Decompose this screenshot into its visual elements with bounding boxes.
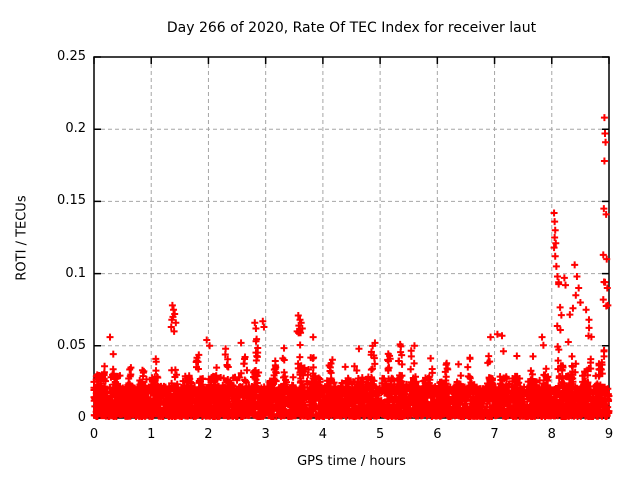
y-tick-label: 0.1: [65, 265, 86, 281]
y-tick-label: 0.05: [57, 337, 86, 353]
x-tick-label: 6: [433, 427, 442, 442]
y-tick-label: 0.2: [65, 121, 86, 137]
x-tick-label: 7: [490, 427, 499, 442]
x-tick-label: 2: [204, 427, 213, 442]
x-tick-label: 3: [261, 427, 270, 442]
x-tick-label: 9: [604, 427, 614, 442]
y-tick-label: 0: [77, 410, 86, 425]
x-tick-label: 8: [547, 427, 556, 442]
y-tick-label: 0.25: [57, 49, 86, 64]
y-tick-label: 0.15: [57, 193, 86, 209]
x-tick-label: 4: [318, 427, 328, 442]
x-axis-label: GPS time / hours: [297, 454, 406, 469]
x-tick-label: 1: [147, 427, 156, 442]
x-tick-label: 5: [375, 427, 385, 442]
x-tick-label: 0: [89, 427, 99, 442]
chart-title: Day 266 of 2020, Rate Of TEC Index for r…: [166, 20, 537, 36]
